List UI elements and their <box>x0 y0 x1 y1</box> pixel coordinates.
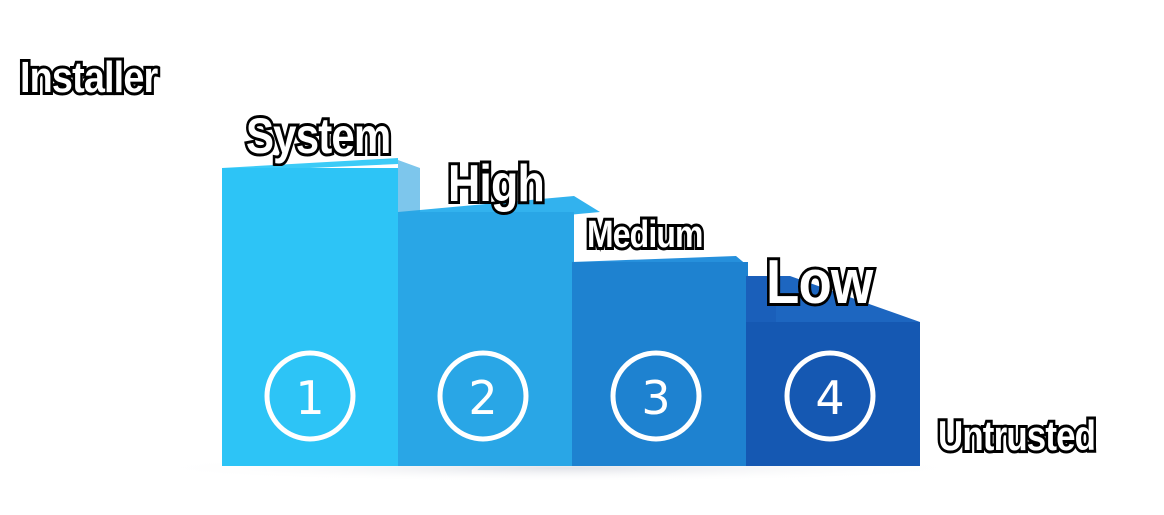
step-4-face <box>746 322 920 466</box>
label-system: System <box>243 108 393 164</box>
step-1-circle <box>264 350 356 442</box>
step-3-number: 3 <box>641 371 670 425</box>
step-4: 4 <box>746 276 920 466</box>
label-medium: Medium <box>584 213 705 257</box>
step-4-top <box>746 276 920 322</box>
label-high: High <box>445 155 547 213</box>
step-2-number: 2 <box>468 371 497 425</box>
step-2-side <box>398 160 420 212</box>
step-2-face <box>398 212 574 466</box>
step-4-back <box>746 276 776 322</box>
step-3-face <box>572 262 748 466</box>
step-4-number: 4 <box>815 371 844 425</box>
step-2: 2 <box>398 160 600 466</box>
step-3-circle <box>610 350 702 442</box>
label-installer: Installer <box>17 53 160 103</box>
step-1-number: 1 <box>295 371 324 425</box>
label-untrusted: Untrusted <box>936 412 1099 460</box>
step-3: 3 <box>572 256 748 466</box>
step-4-circle <box>784 350 876 442</box>
step-2-circle <box>437 350 529 442</box>
step-1: 1 <box>222 158 398 466</box>
label-low: Low <box>763 248 876 317</box>
step-1-face <box>222 168 398 466</box>
